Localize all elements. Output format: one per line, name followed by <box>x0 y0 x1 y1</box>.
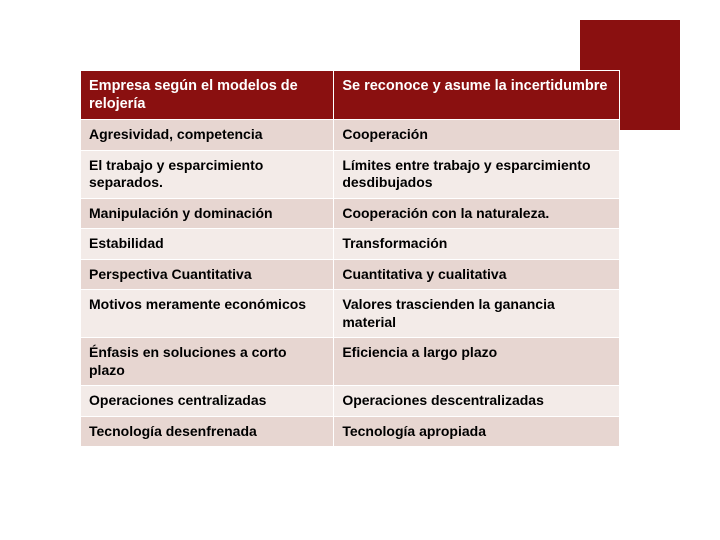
cell-right: Eficiencia a largo plazo <box>334 338 620 386</box>
table-row: Motivos meramente económicosValores tras… <box>81 290 620 338</box>
header-right: Se reconoce y asume la incertidumbre <box>334 71 620 120</box>
cell-right: Tecnología apropiada <box>334 416 620 447</box>
cell-right: Cooperación con la naturaleza. <box>334 198 620 229</box>
cell-right: Cuantitativa y cualitativa <box>334 259 620 290</box>
cell-left: Agresividad, competencia <box>81 120 334 151</box>
cell-right: Transformación <box>334 229 620 260</box>
comparison-table-container: Empresa según el modelos de relojería Se… <box>80 70 620 447</box>
cell-left: Motivos meramente económicos <box>81 290 334 338</box>
table-header-row: Empresa según el modelos de relojería Se… <box>81 71 620 120</box>
table-row: Perspectiva CuantitativaCuantitativa y c… <box>81 259 620 290</box>
cell-right: Valores trascienden la ganancia material <box>334 290 620 338</box>
table-row: Manipulación y dominaciónCooperación con… <box>81 198 620 229</box>
cell-left: El trabajo y esparcimiento separados. <box>81 150 334 198</box>
table-row: Agresividad, competenciaCooperación <box>81 120 620 151</box>
table-row: El trabajo y esparcimiento separados.Lím… <box>81 150 620 198</box>
table-row: Operaciones centralizadasOperaciones des… <box>81 386 620 417</box>
cell-right: Cooperación <box>334 120 620 151</box>
cell-left: Operaciones centralizadas <box>81 386 334 417</box>
cell-right: Operaciones descentralizadas <box>334 386 620 417</box>
table-body: Agresividad, competenciaCooperaciónEl tr… <box>81 120 620 447</box>
cell-right: Límites entre trabajo y esparcimiento de… <box>334 150 620 198</box>
cell-left: Énfasis en soluciones a corto plazo <box>81 338 334 386</box>
cell-left: Tecnología desenfrenada <box>81 416 334 447</box>
header-left: Empresa según el modelos de relojería <box>81 71 334 120</box>
table-row: Tecnología desenfrenadaTecnología apropi… <box>81 416 620 447</box>
table-row: EstabilidadTransformación <box>81 229 620 260</box>
comparison-table: Empresa según el modelos de relojería Se… <box>80 70 620 447</box>
cell-left: Perspectiva Cuantitativa <box>81 259 334 290</box>
table-row: Énfasis en soluciones a corto plazoEfici… <box>81 338 620 386</box>
cell-left: Manipulación y dominación <box>81 198 334 229</box>
cell-left: Estabilidad <box>81 229 334 260</box>
